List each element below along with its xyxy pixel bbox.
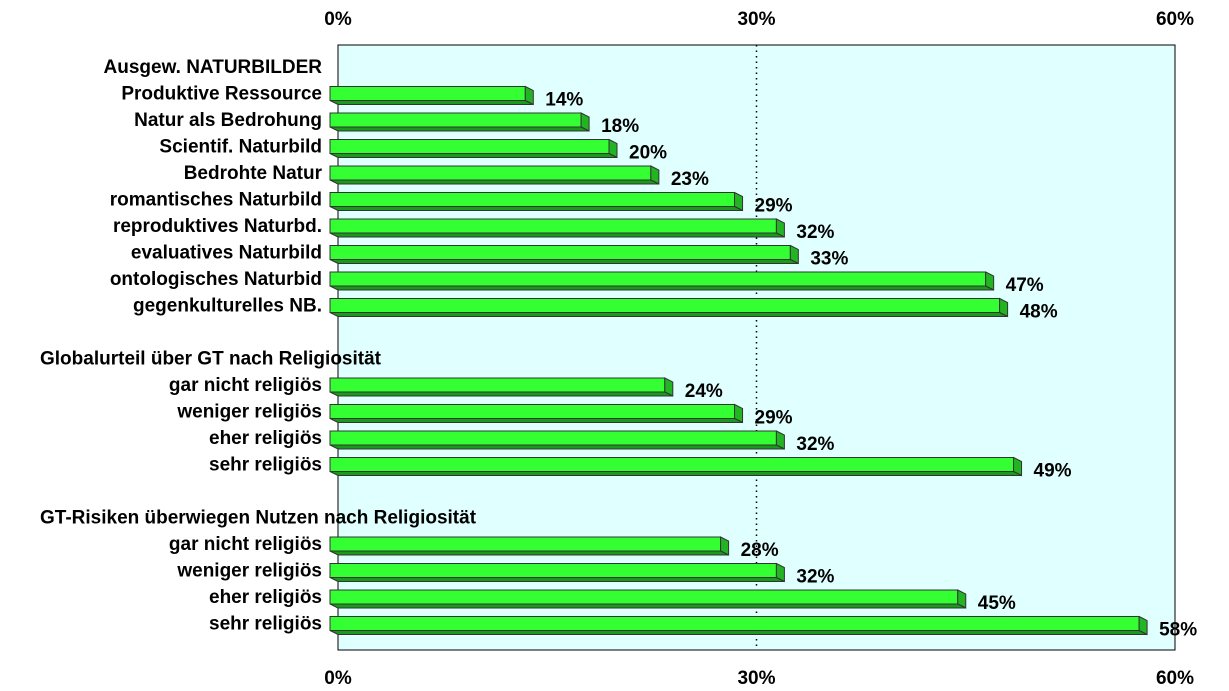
category-label: romantisches Naturbild — [110, 190, 322, 211]
category-label: gegenkulturelles NB. — [133, 296, 322, 317]
value-label: 58% — [1159, 620, 1197, 641]
value-label: 32% — [796, 567, 834, 588]
bar — [329, 563, 777, 578]
category-label: Bedrohte Natur — [184, 163, 323, 184]
category-label: weniger religiös — [176, 402, 322, 423]
bar — [329, 86, 526, 101]
category-label: reproduktives Naturbd. — [113, 216, 322, 237]
category-label: evaluatives Naturbild — [131, 243, 322, 264]
category-label: sehr religiös — [209, 455, 322, 476]
bar-bottom — [329, 577, 785, 582]
bar — [329, 377, 666, 393]
x-tick-label: 30% — [737, 668, 775, 689]
bar-bottom — [329, 603, 966, 609]
bar-bottom — [329, 100, 534, 105]
bar — [329, 536, 722, 552]
value-label: 20% — [629, 143, 667, 164]
bar — [329, 616, 1140, 631]
bar — [329, 218, 777, 234]
bar-bottom — [329, 418, 743, 423]
bar-bottom — [329, 391, 674, 397]
x-tick-label: 30% — [737, 9, 775, 30]
bar-bottom — [329, 550, 729, 556]
bar — [329, 404, 736, 419]
category-label: eher religiös — [209, 587, 322, 608]
bar-bottom — [329, 232, 785, 238]
category-label: ontologisches Naturbid — [110, 269, 322, 290]
bar — [329, 165, 652, 181]
value-label: 48% — [1020, 302, 1058, 323]
x-tick-label: 60% — [1156, 668, 1194, 689]
value-label: 28% — [741, 540, 779, 561]
bar-bottom — [329, 206, 743, 211]
x-tick-label: 60% — [1156, 9, 1194, 30]
bar-bottom — [329, 153, 618, 158]
value-label: 47% — [1006, 275, 1044, 296]
bar — [329, 271, 987, 287]
bar-bottom — [329, 312, 1008, 317]
bar-bottom — [329, 259, 799, 264]
value-label: 29% — [755, 408, 793, 429]
value-label: 14% — [545, 90, 583, 111]
group-header: GT-Risiken überwiegen Nutzen nach Religi… — [40, 508, 477, 529]
bar-bottom — [329, 179, 660, 185]
bar — [329, 298, 1001, 313]
bar — [329, 589, 959, 605]
category-label: weniger religiös — [176, 561, 322, 582]
value-label: 49% — [1034, 461, 1072, 482]
bar — [329, 139, 610, 154]
bar-bottom — [329, 285, 994, 291]
value-label: 29% — [755, 196, 793, 217]
bar — [329, 457, 1015, 472]
bar-bottom — [329, 630, 1148, 635]
category-label: sehr religiös — [209, 614, 322, 635]
value-label: 24% — [685, 381, 723, 402]
bar-bottom — [329, 126, 590, 132]
x-tick-label: 0% — [324, 9, 352, 30]
category-label: Natur als Bedrohung — [134, 110, 322, 131]
category-label: eher religiös — [209, 428, 322, 449]
value-label: 23% — [671, 169, 709, 190]
bar-bottom — [329, 471, 1022, 476]
bar — [329, 430, 777, 446]
category-label: Scientif. Naturbild — [159, 137, 322, 158]
value-label: 33% — [810, 249, 848, 270]
bar — [329, 245, 791, 260]
bar-bottom — [329, 444, 785, 450]
category-label: gar nicht religiös — [169, 534, 322, 555]
bar — [329, 112, 582, 128]
group-header: Globalurteil über GT nach Religiosität — [40, 349, 382, 370]
value-label: 32% — [796, 434, 834, 455]
bar — [329, 192, 736, 207]
x-tick-label: 0% — [324, 668, 352, 689]
category-label: gar nicht religiös — [169, 375, 322, 396]
value-label: 45% — [978, 593, 1016, 614]
value-label: 18% — [601, 116, 639, 137]
value-label: 32% — [796, 222, 834, 243]
category-label: Produktive Ressource — [121, 84, 322, 105]
group-header: Ausgew. NATURBILDER — [104, 57, 323, 78]
